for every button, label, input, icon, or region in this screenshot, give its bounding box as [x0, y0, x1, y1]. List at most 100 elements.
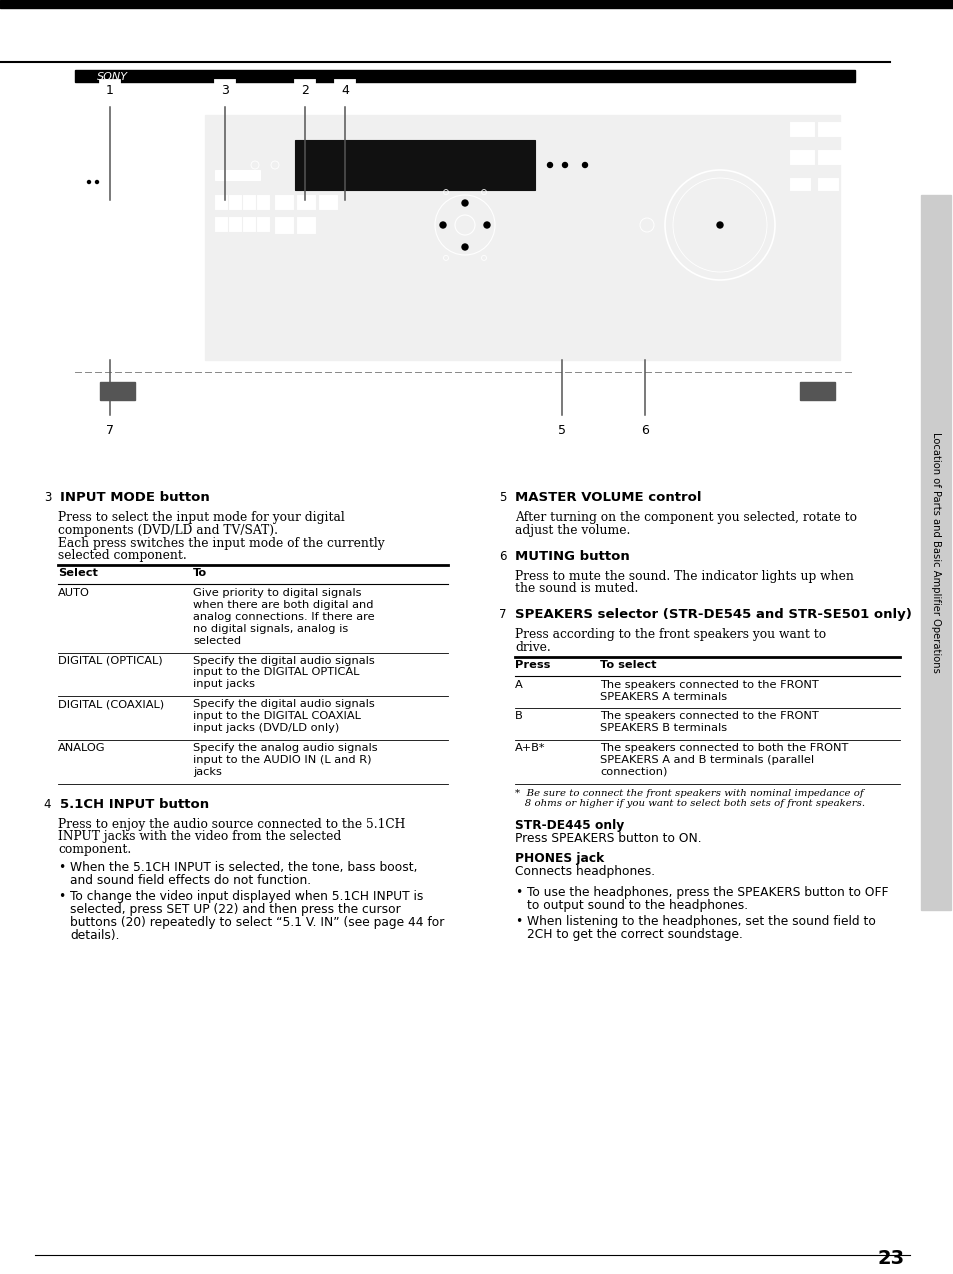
Text: To change the video input displayed when 5.1CH INPUT is: To change the video input displayed when… — [70, 891, 423, 903]
Text: Specify the digital audio signals: Specify the digital audio signals — [193, 699, 375, 710]
Text: 1: 1 — [106, 84, 113, 97]
Text: when there are both digital and: when there are both digital and — [193, 600, 374, 610]
Text: Specify the digital audio signals: Specify the digital audio signals — [193, 656, 375, 665]
Bar — [274, 195, 293, 209]
Text: component.: component. — [58, 843, 132, 856]
Circle shape — [562, 163, 567, 167]
Text: 5.1CH INPUT button: 5.1CH INPUT button — [60, 798, 209, 810]
Text: 8 ohms or higher if you want to select both sets of front speakers.: 8 ohms or higher if you want to select b… — [515, 799, 864, 808]
Bar — [256, 195, 269, 209]
Bar — [214, 195, 227, 209]
Text: A+B*: A+B* — [515, 743, 545, 753]
Bar — [552, 420, 572, 440]
Text: To use the headphones, press the SPEAKERS button to OFF: To use the headphones, press the SPEAKER… — [526, 885, 887, 899]
Text: AUTO: AUTO — [58, 589, 90, 598]
Bar — [100, 80, 120, 99]
Text: input jacks (DVD/LD only): input jacks (DVD/LD only) — [193, 724, 339, 733]
Text: selected, press SET UP (22) and then press the cursor: selected, press SET UP (22) and then pre… — [70, 903, 400, 916]
Text: 2: 2 — [301, 84, 309, 97]
Bar — [294, 80, 314, 99]
Bar — [0, 0, 953, 8]
Text: INPUT MODE button: INPUT MODE button — [60, 490, 210, 505]
Bar — [243, 217, 254, 231]
Text: To: To — [193, 568, 207, 578]
Text: To select: To select — [599, 660, 656, 670]
Text: input to the DIGITAL OPTICAL: input to the DIGITAL OPTICAL — [193, 668, 359, 678]
Bar — [214, 169, 260, 180]
Text: Select: Select — [58, 568, 98, 578]
Bar — [355, 92, 475, 99]
Bar — [274, 217, 293, 233]
Text: input to the DIGITAL COAXIAL: input to the DIGITAL COAXIAL — [193, 711, 360, 721]
Text: •: • — [58, 861, 65, 874]
Text: analog connections. If there are: analog connections. If there are — [193, 612, 375, 622]
Circle shape — [717, 222, 722, 228]
Circle shape — [547, 163, 552, 167]
Bar — [229, 195, 241, 209]
Bar — [817, 150, 841, 164]
Text: Press SPEAKERS button to ON.: Press SPEAKERS button to ON. — [515, 832, 700, 845]
Text: adjust the volume.: adjust the volume. — [515, 524, 630, 536]
Text: Press: Press — [515, 660, 550, 670]
Text: 7: 7 — [106, 423, 113, 437]
Text: components (DVD/LD and TV/SAT).: components (DVD/LD and TV/SAT). — [58, 524, 277, 536]
Bar — [256, 217, 269, 231]
Text: SPEAKERS A terminals: SPEAKERS A terminals — [599, 692, 726, 702]
Text: and sound field effects do not function.: and sound field effects do not function. — [70, 874, 311, 887]
Text: DIGITAL (COAXIAL): DIGITAL (COAXIAL) — [58, 699, 164, 710]
Text: SPEAKERS B terminals: SPEAKERS B terminals — [599, 724, 726, 734]
Bar — [495, 490, 510, 505]
Bar — [789, 150, 813, 164]
Text: After turning on the component you selected, rotate to: After turning on the component you selec… — [515, 511, 856, 524]
Circle shape — [156, 122, 173, 140]
Text: drive.: drive. — [515, 641, 550, 654]
Text: input jacks: input jacks — [193, 679, 254, 689]
Text: buttons (20) repeatedly to select “5.1 V. IN” (see page 44 for: buttons (20) repeatedly to select “5.1 V… — [70, 916, 444, 929]
Text: Give priority to digital signals: Give priority to digital signals — [193, 589, 361, 598]
Text: 4: 4 — [341, 84, 349, 97]
Bar — [495, 606, 510, 622]
Text: 4: 4 — [44, 798, 51, 810]
Text: MUTING button: MUTING button — [515, 549, 629, 563]
Bar — [152, 92, 177, 118]
Text: •: • — [58, 891, 65, 903]
Text: SPEAKERS A and B terminals (parallel: SPEAKERS A and B terminals (parallel — [599, 755, 813, 766]
Text: DIGITAL (OPTICAL): DIGITAL (OPTICAL) — [58, 656, 162, 665]
Text: Press to select the input mode for your digital: Press to select the input mode for your … — [58, 511, 344, 524]
Text: ANALOG: ANALOG — [58, 743, 106, 753]
Text: Each press switches the input mode of the currently: Each press switches the input mode of th… — [58, 536, 384, 549]
Bar — [214, 217, 227, 231]
Bar — [75, 70, 854, 380]
Text: 5: 5 — [558, 423, 565, 437]
Text: 6: 6 — [498, 549, 506, 563]
Text: The speakers connected to both the FRONT: The speakers connected to both the FRONT — [599, 743, 847, 753]
Bar — [296, 195, 314, 209]
Text: Connects headphones.: Connects headphones. — [515, 865, 655, 878]
Text: PHONES jack: PHONES jack — [515, 852, 603, 865]
Bar — [495, 549, 510, 563]
Text: •: • — [515, 916, 521, 929]
Text: details).: details). — [70, 929, 119, 941]
Bar — [294, 140, 535, 190]
Text: STR-DE445 only: STR-DE445 only — [515, 819, 623, 832]
Text: 3: 3 — [44, 490, 51, 505]
Bar — [100, 382, 135, 400]
Circle shape — [439, 222, 446, 228]
Text: to output sound to the headphones.: to output sound to the headphones. — [526, 898, 747, 912]
Bar — [229, 217, 241, 231]
Circle shape — [582, 163, 587, 167]
Text: jacks: jacks — [193, 767, 222, 777]
Bar — [214, 80, 234, 99]
Bar — [817, 122, 841, 136]
Text: no digital signals, analog is: no digital signals, analog is — [193, 624, 348, 633]
Bar — [817, 178, 837, 190]
Bar — [75, 70, 854, 82]
Bar — [635, 420, 655, 440]
Text: •: • — [515, 885, 521, 899]
Bar — [318, 195, 336, 209]
Text: The speakers connected to the FRONT: The speakers connected to the FRONT — [599, 679, 818, 689]
Text: SONY: SONY — [97, 73, 128, 82]
Text: B: B — [515, 711, 522, 721]
Text: selected: selected — [193, 636, 241, 646]
Text: MASTER VOLUME control: MASTER VOLUME control — [515, 490, 700, 505]
